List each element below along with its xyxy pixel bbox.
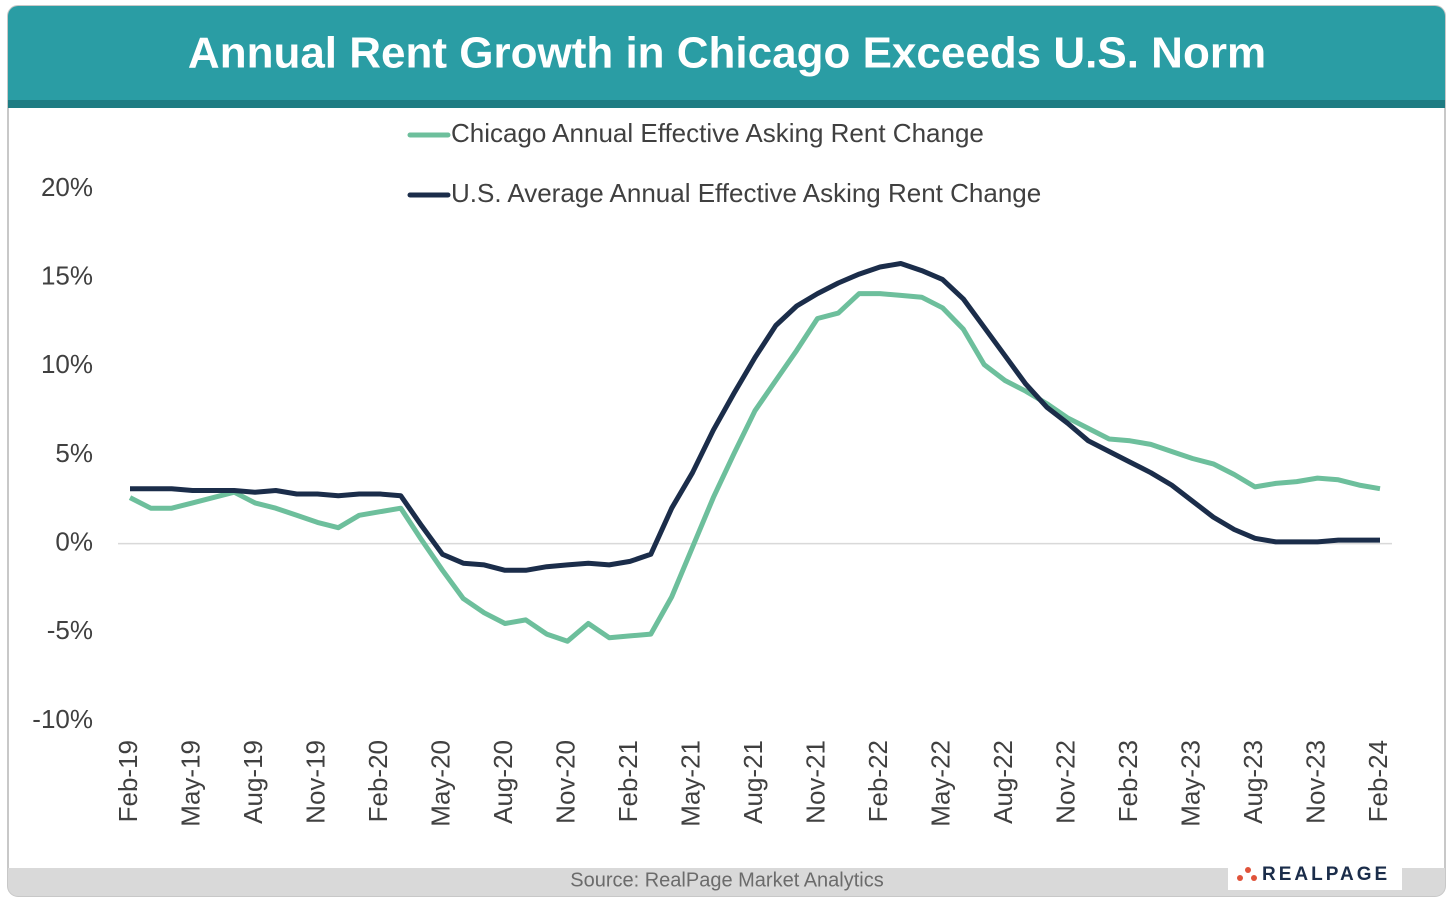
- legend-label: Chicago Annual Effective Asking Rent Cha…: [451, 118, 984, 148]
- logo: REALPAGE: [1262, 864, 1390, 885]
- x-tick-label: Nov-23: [1300, 740, 1330, 824]
- x-tick-label: Feb-23: [1113, 740, 1143, 822]
- y-tick-label: 15%: [41, 261, 93, 291]
- x-tick-label: Feb-24: [1363, 740, 1393, 822]
- source: Source: RealPage Market Analytics: [570, 869, 884, 891]
- x-tick-label: May-21: [675, 740, 705, 827]
- y-tick-label: 5%: [55, 438, 93, 468]
- x-tick-label: May-19: [175, 740, 205, 827]
- x-tick-label: Nov-22: [1050, 740, 1080, 824]
- x-tick-label: May-20: [425, 740, 455, 827]
- footer: [8, 868, 1445, 896]
- y-tick-label: -5%: [47, 615, 93, 645]
- x-tick-label: Aug-21: [738, 740, 768, 824]
- x-tick-label: Feb-20: [363, 740, 393, 822]
- x-tick-label: Aug-23: [1238, 740, 1268, 824]
- legend-label: U.S. Average Annual Effective Asking Ren…: [451, 178, 1041, 208]
- y-tick-label: 20%: [41, 172, 93, 202]
- x-tick-label: May-23: [1175, 740, 1205, 827]
- x-tick-label: Aug-19: [238, 740, 268, 824]
- header: [8, 6, 1445, 102]
- x-tick-label: Nov-20: [550, 740, 580, 824]
- logo-box: [1228, 860, 1402, 890]
- header-stripe: [8, 100, 1445, 108]
- logo-dot: [1245, 867, 1251, 873]
- y-tick-label: 0%: [55, 527, 93, 557]
- x-tick-label: Aug-22: [988, 740, 1018, 824]
- x-tick-label: Feb-19: [113, 740, 143, 822]
- x-tick-label: May-22: [925, 740, 955, 827]
- x-tick-label: Aug-20: [488, 740, 518, 824]
- x-tick-label: Nov-21: [800, 740, 830, 824]
- logo-dot: [1237, 875, 1243, 881]
- x-tick-label: Feb-22: [863, 740, 893, 822]
- x-tick-label: Nov-19: [300, 740, 330, 824]
- chart-title: Annual Rent Growth in Chicago Exceeds U.…: [188, 29, 1266, 78]
- x-tick-label: Feb-21: [613, 740, 643, 822]
- logo-dot: [1251, 875, 1257, 881]
- y-tick-label: -10%: [32, 704, 93, 734]
- series-line: [130, 261, 1380, 573]
- series-line: [128, 291, 1381, 644]
- y-tick-label: 10%: [41, 349, 93, 379]
